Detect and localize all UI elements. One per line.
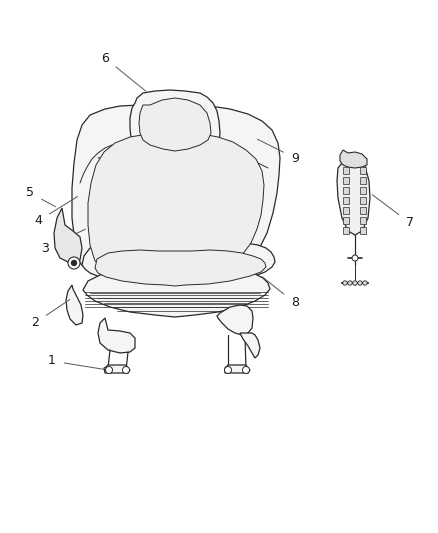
Polygon shape [95,250,266,286]
Text: 3: 3 [41,229,85,254]
Polygon shape [360,227,366,234]
Text: 6: 6 [101,52,146,91]
Polygon shape [130,90,220,158]
Circle shape [243,367,250,374]
Polygon shape [139,98,211,151]
Circle shape [123,367,130,374]
Polygon shape [343,177,349,184]
Polygon shape [343,167,349,174]
Polygon shape [83,271,270,317]
Text: 8: 8 [262,277,299,310]
Polygon shape [66,285,83,325]
Polygon shape [343,207,349,214]
Circle shape [225,367,232,374]
Polygon shape [343,197,349,204]
Polygon shape [360,177,366,184]
Polygon shape [225,365,250,373]
Text: 4: 4 [34,197,78,228]
Text: 7: 7 [372,195,414,230]
Polygon shape [240,333,260,358]
Text: 5: 5 [26,187,56,207]
Text: 2: 2 [31,300,70,329]
Polygon shape [72,105,280,281]
Circle shape [343,281,347,285]
Text: 1: 1 [48,354,105,369]
Circle shape [71,261,77,265]
Polygon shape [343,217,349,224]
Polygon shape [360,207,366,214]
Polygon shape [360,197,366,204]
Polygon shape [340,150,367,168]
Circle shape [348,281,352,285]
Text: 9: 9 [258,139,299,165]
Polygon shape [360,167,366,174]
Polygon shape [82,242,275,286]
Polygon shape [88,133,264,283]
Circle shape [352,255,358,261]
Polygon shape [360,217,366,224]
Polygon shape [360,187,366,194]
Polygon shape [98,318,135,353]
Circle shape [353,281,357,285]
Circle shape [106,367,113,374]
Circle shape [68,257,80,269]
Polygon shape [343,227,349,234]
Polygon shape [343,187,349,194]
Polygon shape [104,365,130,373]
Polygon shape [337,160,370,235]
Polygon shape [217,305,253,335]
Polygon shape [54,208,82,263]
Circle shape [358,281,362,285]
Circle shape [363,281,367,285]
